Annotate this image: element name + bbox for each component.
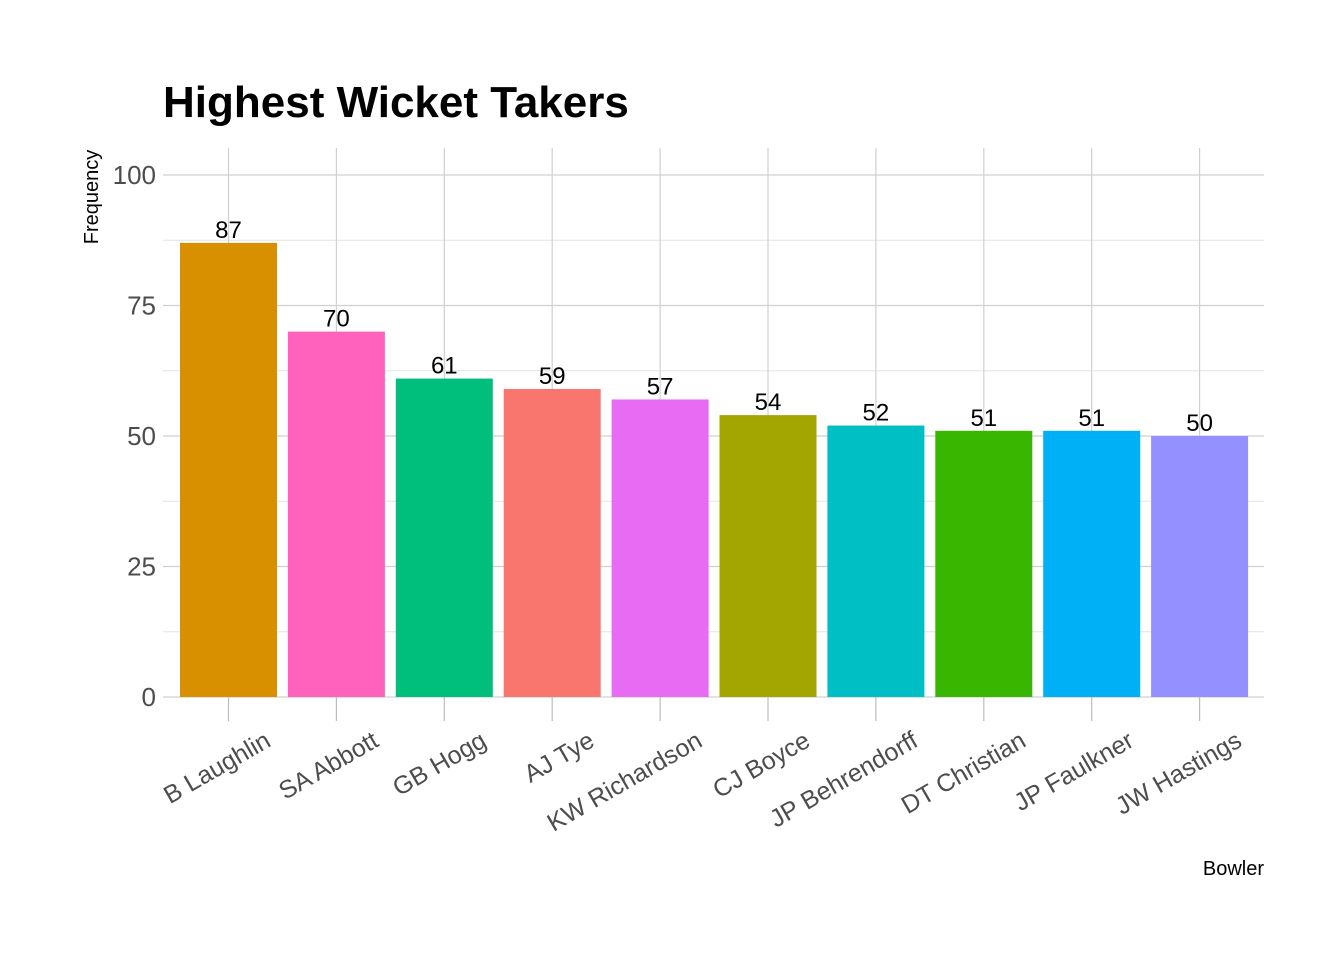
bar-jp-behrendorff bbox=[827, 425, 925, 697]
bar-jw-hastings bbox=[1151, 436, 1249, 697]
y-tick-label: 100 bbox=[113, 160, 156, 190]
bar-aj-tye bbox=[503, 389, 601, 697]
y-axis-label: Frequency bbox=[81, 150, 103, 245]
y-tick-label: 25 bbox=[127, 552, 156, 582]
y-tick-label: 75 bbox=[127, 291, 156, 321]
data-label: 50 bbox=[1186, 410, 1213, 437]
data-label: 51 bbox=[1078, 405, 1105, 432]
data-label: 57 bbox=[647, 373, 674, 400]
data-label: 61 bbox=[431, 353, 458, 380]
bar-jp-faulkner bbox=[1043, 430, 1141, 697]
data-label: 52 bbox=[863, 400, 890, 427]
y-axis-ticks: 0 25 50 75 100 bbox=[113, 160, 156, 712]
data-labels: 87 70 61 59 57 54 52 51 51 50 bbox=[215, 217, 1213, 437]
data-label: 59 bbox=[539, 363, 566, 390]
y-tick-label: 50 bbox=[127, 421, 156, 451]
bar-kw-richardson bbox=[611, 399, 709, 697]
bar-cj-boyce bbox=[719, 415, 817, 697]
bar-sa-abbott bbox=[287, 331, 385, 697]
y-tick-label: 0 bbox=[142, 682, 156, 712]
bars bbox=[180, 242, 1249, 698]
bar-gb-hogg bbox=[395, 378, 493, 697]
x-axis-label: Bowler bbox=[1203, 858, 1264, 880]
bar-b-laughlin bbox=[180, 242, 277, 698]
bar-dt-christian bbox=[935, 430, 1033, 697]
data-label: 51 bbox=[970, 405, 997, 432]
chart-title: Highest Wicket Takers bbox=[163, 78, 629, 127]
data-label: 87 bbox=[215, 217, 242, 244]
data-label: 54 bbox=[755, 389, 782, 416]
data-label: 70 bbox=[323, 306, 350, 333]
